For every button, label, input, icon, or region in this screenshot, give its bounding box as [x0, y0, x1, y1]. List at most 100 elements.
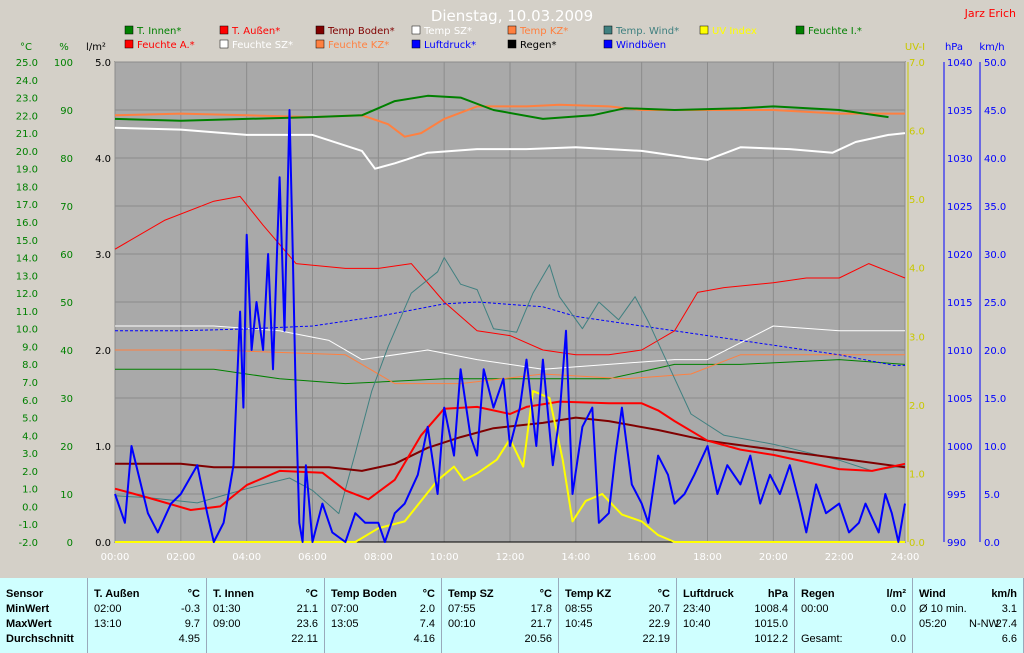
time-tick-label: 18:00	[693, 552, 722, 563]
stats-value: 21.7	[530, 618, 552, 630]
temp-tick-label: 2.0	[22, 467, 38, 478]
legend-swatch	[124, 39, 134, 49]
pressure-unit-label: hPa	[945, 42, 963, 53]
wind-tick-label: 50.0	[984, 58, 1006, 69]
temp-tick-label: 3.0	[22, 449, 38, 460]
stats-column: Sensor MinWert MaxWert Durchschnitt	[0, 578, 88, 653]
legend-label: Feuchte KZ*	[328, 40, 389, 51]
legend-swatch	[507, 39, 517, 49]
time-tick-label: 00:00	[101, 552, 130, 563]
stats-time: 05:20	[919, 618, 947, 630]
stats-value: 17.8	[530, 603, 552, 615]
time-tick-label: 20:00	[759, 552, 788, 563]
temp-tick-label: 5.0	[22, 414, 38, 425]
stats-header-row: Wind km/h	[913, 587, 1023, 602]
uv-tick-label: 1.0	[909, 469, 925, 480]
rain-tick-label: 3.0	[95, 250, 111, 261]
legend-label: Temp SZ*	[423, 26, 472, 37]
uv-tick-label: 3.0	[909, 332, 925, 343]
stats-time: Ø 10 min.	[919, 603, 967, 615]
stats-column: T. Innen °C 01:30 21.1 09:00 23.6 22.11	[207, 578, 325, 653]
stats-value: 4.95	[178, 633, 200, 645]
temp-tick-label: 7.0	[22, 378, 38, 389]
wind-tick-label: 5.0	[984, 490, 1000, 501]
legend-swatch	[507, 25, 517, 35]
temp-tick-label: 1.0	[22, 485, 38, 496]
legend-swatch	[315, 39, 325, 49]
stats-header-row: Temp SZ °C	[442, 587, 558, 602]
series-line	[115, 325, 905, 370]
series-line	[114, 400, 906, 511]
stats-column: T. Außen °C 02:00 -0.3 13:10 9.7 4.95	[88, 578, 207, 653]
stats-time: 00:10	[448, 618, 476, 630]
temp-tick-label: 19.0	[16, 165, 38, 176]
legend-swatch	[315, 25, 325, 35]
stats-value: 0.0	[890, 633, 906, 645]
series-line	[115, 349, 905, 385]
series-line	[115, 390, 905, 543]
stats-row: 07:00 2.0	[325, 602, 441, 617]
pressure-tick-label: 1000	[947, 442, 972, 453]
stats-header-row: Luftdruck hPa	[677, 587, 794, 602]
time-tick-label: 16:00	[627, 552, 656, 563]
pressure-tick-label: 1005	[947, 394, 972, 405]
time-tick-label: 06:00	[298, 552, 327, 563]
stats-column-unit: °C	[539, 588, 552, 600]
uv-tick-label: 7.0	[909, 58, 925, 69]
author-label: Jarz Erich	[964, 7, 1016, 20]
time-tick-label: 10:00	[430, 552, 459, 563]
stats-row: 00:00 0.0	[795, 602, 912, 617]
stats-time: 23:40	[683, 603, 711, 615]
stats-value: 4.16	[413, 633, 435, 645]
stats-row-label: MinWert	[6, 603, 50, 615]
legend-label: Temp KZ*	[519, 26, 568, 37]
wind-tick-label: 35.0	[984, 202, 1006, 213]
stats-column-unit: °C	[657, 588, 670, 600]
stats-column-unit: °C	[422, 588, 435, 600]
temp-tick-label: 0.0	[22, 502, 38, 513]
stats-column: Regen l/m² 00:00 0.0 Gesamt: 0.0	[795, 578, 913, 653]
stats-column-title: T. Innen	[213, 588, 254, 600]
stats-header-label: Sensor	[6, 588, 44, 600]
time-tick-label: 08:00	[364, 552, 393, 563]
wind-tick-label: 30.0	[984, 250, 1006, 261]
stats-row: 20.56	[442, 632, 558, 647]
axis-unit-labels: °C % l/m² UV-I hPa km/h	[20, 42, 1005, 53]
temp-tick-label: 15.0	[16, 236, 38, 247]
series-line	[114, 126, 906, 170]
temp-tick-label: -2.0	[18, 538, 38, 549]
temp-tick-label: 13.0	[16, 271, 38, 282]
stats-column: Temp KZ °C 08:55 20.7 10:45 22.9 22.19	[559, 578, 677, 653]
pressure-tick-label: 995	[947, 490, 966, 501]
stats-time: 00:00	[801, 603, 829, 615]
stats-column-title: Temp SZ	[448, 588, 494, 600]
legend-label: Luftdruck*	[424, 40, 476, 51]
series-line	[114, 195, 906, 356]
stats-value: 3.1	[1001, 603, 1017, 615]
stats-row: 6.6	[913, 632, 1023, 647]
stats-time: 13:05	[331, 618, 359, 630]
rain-unit-label: l/m²	[86, 42, 106, 53]
stats-row: Gesamt: 0.0	[795, 632, 912, 647]
stats-time: 08:55	[565, 603, 593, 615]
stats-column: Luftdruck hPa 23:40 1008.4 10:40 1015.0 1012.2	[677, 578, 795, 653]
pressure-tick-label: 1010	[947, 346, 972, 357]
temp-tick-label: 8.0	[22, 360, 38, 371]
legend-swatch	[603, 39, 613, 49]
time-tick-label: 14:00	[561, 552, 590, 563]
stats-column: Wind km/h Ø 10 min. 3.1 05:20 N-NW 27.4 6.6	[913, 578, 1024, 653]
time-tick-label: 12:00	[496, 552, 525, 563]
legend-label: UV Index	[712, 26, 757, 37]
stats-value: 6.6	[1001, 633, 1017, 645]
humidity-tick-label: 20	[60, 442, 73, 453]
temp-tick-label: 16.0	[16, 218, 38, 229]
series-line	[115, 359, 906, 385]
temp-tick-label: 12.0	[16, 289, 38, 300]
legend: T. Innen* T. Außen* Temp Boden* Temp SZ* Tem…	[124, 25, 862, 51]
series-line	[115, 416, 906, 472]
stats-header-row: T. Außen °C	[88, 587, 206, 602]
stats-column-title: T. Außen	[94, 588, 140, 600]
uv-tick-label: 4.0	[909, 264, 925, 275]
stats-row: MaxWert	[0, 617, 87, 632]
humidity-tick-label: 80	[60, 154, 73, 165]
